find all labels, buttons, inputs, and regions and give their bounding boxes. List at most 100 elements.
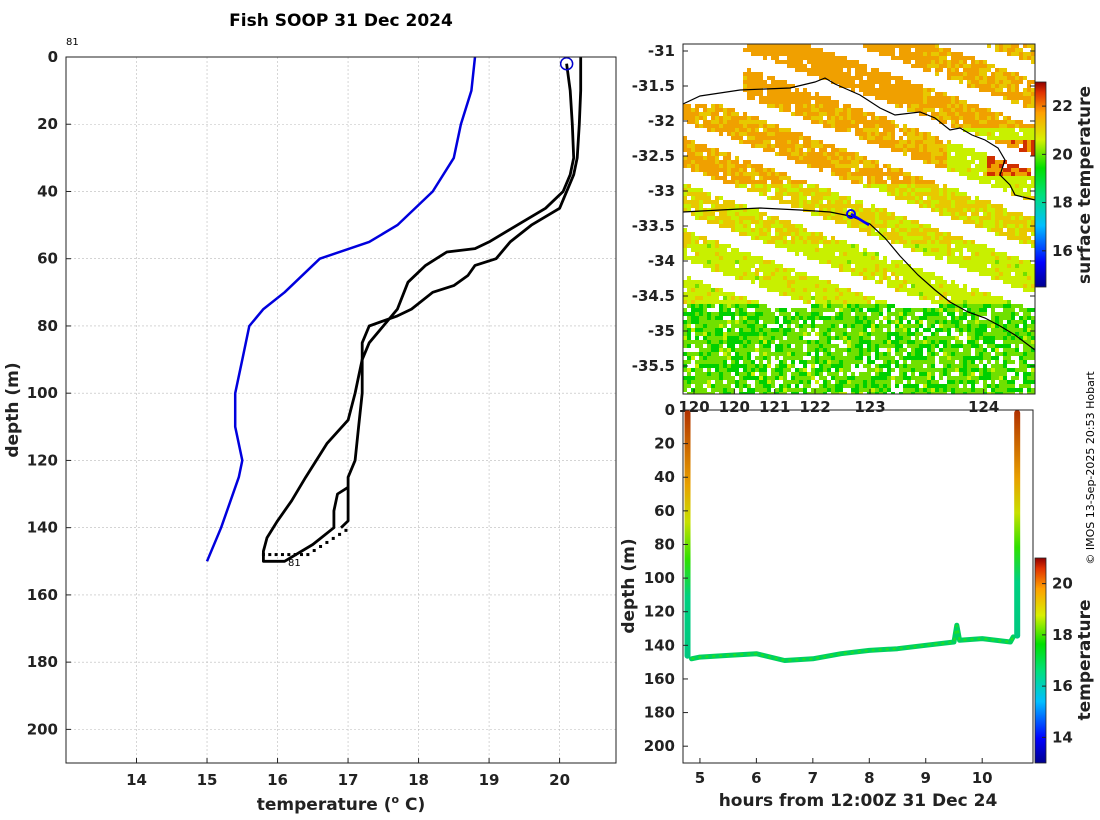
map-cell (707, 164, 711, 168)
map-cell (851, 380, 855, 384)
map-cell (907, 180, 911, 184)
map-cell (791, 376, 795, 380)
map-cell (987, 272, 991, 276)
map-cell (863, 272, 867, 276)
map-cell (863, 228, 867, 232)
map-cell (747, 384, 751, 388)
map-cell (1027, 380, 1031, 384)
map-cell (919, 360, 923, 364)
map-cell (843, 260, 847, 264)
map-cell (827, 52, 831, 56)
map-cell (775, 104, 779, 108)
map-cell (687, 116, 691, 120)
map-cell (803, 152, 807, 156)
map-cell (931, 384, 935, 388)
map-cell (947, 100, 951, 104)
map-cell (731, 292, 735, 296)
map-cell (939, 92, 943, 96)
map-cell (911, 64, 915, 68)
map-cell (875, 316, 879, 320)
map-cell (875, 328, 879, 332)
map-cell (1015, 132, 1019, 136)
map-cell (831, 260, 835, 264)
map-cell (1011, 308, 1015, 312)
map-cell (887, 184, 891, 188)
map-cell (983, 336, 987, 340)
map-cell (1019, 316, 1023, 320)
map-cell (819, 48, 823, 52)
map-cell (823, 152, 827, 156)
map-cell (851, 152, 855, 156)
map-cell (803, 180, 807, 184)
map-cell (799, 280, 803, 284)
map-cell (731, 216, 735, 220)
map-cell (707, 260, 711, 264)
map-cell (915, 44, 919, 48)
map-cell (983, 300, 987, 304)
map-cell (687, 240, 691, 244)
map-cell (751, 280, 755, 284)
map-cell (799, 388, 803, 392)
map-cell (895, 172, 899, 176)
map-cell (735, 380, 739, 384)
map-cell (971, 364, 975, 368)
map-cell (963, 148, 967, 152)
map-cell (695, 240, 699, 244)
map-cell (739, 208, 743, 212)
map-cell (819, 248, 823, 252)
map-cell (743, 252, 747, 256)
map-cell (987, 216, 991, 220)
map-cell (971, 124, 975, 128)
map-cell (1011, 76, 1015, 80)
map-cell (951, 364, 955, 368)
map-cell (723, 264, 727, 268)
map-cell (1023, 348, 1027, 352)
map-cell (1011, 136, 1015, 140)
map-cell (751, 48, 755, 52)
map-cell (951, 300, 955, 304)
map-cell (847, 380, 851, 384)
map-cell (831, 52, 835, 56)
map-cell (1007, 80, 1011, 84)
map-cell (895, 360, 899, 364)
map-cell (959, 288, 963, 292)
map-cell (1023, 276, 1027, 280)
map-cell (899, 96, 903, 100)
map-cell (943, 368, 947, 372)
map-cell (691, 168, 695, 172)
map-cell (759, 344, 763, 348)
map-cell (823, 288, 827, 292)
map-cell (831, 72, 835, 76)
map-cell (719, 152, 723, 156)
map-cell (971, 244, 975, 248)
map-cell (815, 288, 819, 292)
map-cell (715, 128, 719, 132)
map-cell (719, 224, 723, 228)
map-cell (847, 316, 851, 320)
map-cell (823, 156, 827, 160)
map-cell (739, 352, 743, 356)
map-cell (979, 200, 983, 204)
map-cell (1023, 168, 1027, 172)
map-cell (819, 156, 823, 160)
map-cell (699, 148, 703, 152)
map-cell (971, 220, 975, 224)
map-cell (979, 164, 983, 168)
map-cell (831, 360, 835, 364)
map-cell (771, 236, 775, 240)
map-cell (931, 344, 935, 348)
map-cell (847, 264, 851, 268)
map-cell (923, 160, 927, 164)
map-cell (955, 152, 959, 156)
map-cell (715, 176, 719, 180)
map-cell (847, 84, 851, 88)
map-cell (735, 216, 739, 220)
map-cell (771, 100, 775, 104)
map-cell (891, 240, 895, 244)
map-cell (1019, 52, 1023, 56)
map-cell (995, 256, 999, 260)
map-cell (847, 172, 851, 176)
map-cell (851, 172, 855, 176)
map-cell (951, 320, 955, 324)
map-cell (715, 376, 719, 380)
